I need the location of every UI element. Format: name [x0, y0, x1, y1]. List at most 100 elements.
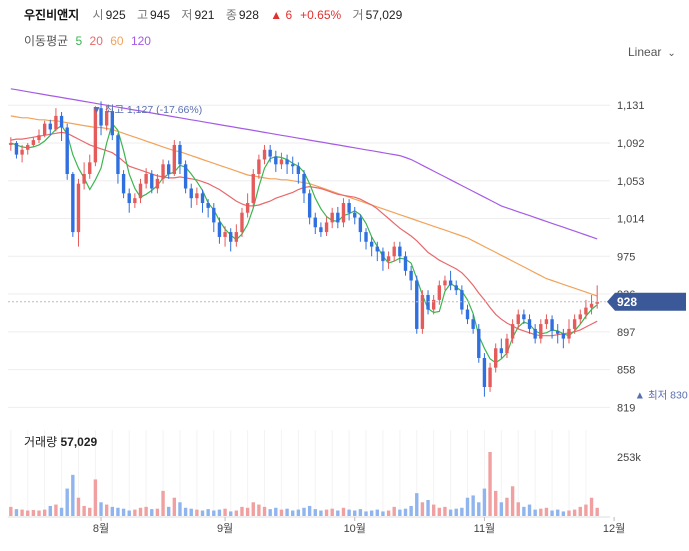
ma-legend-60[interactable]: 60 [110, 34, 124, 48]
candle-body [319, 227, 323, 233]
candle-body [375, 246, 379, 252]
candle-body [189, 188, 193, 199]
change-value: ▲ 6 [270, 8, 293, 22]
volume-bar [99, 502, 103, 516]
volume-bar [510, 486, 515, 516]
ma-legend-5[interactable]: 5 [75, 34, 83, 48]
candle-body [330, 212, 334, 223]
candle-body [195, 193, 199, 199]
candle-body [65, 127, 69, 174]
y-tick-label: 1,092 [617, 138, 645, 150]
candle-body [268, 149, 272, 157]
volume-bar [324, 509, 329, 516]
y-tick-label: 1,131 [617, 100, 645, 112]
volume-panel-label: 거래량 57,029 [24, 433, 97, 450]
ma-legend: 이동평균 5 20 60 120 [24, 32, 155, 49]
volume-bar [93, 479, 98, 516]
stock-name: 우진비앤지 [24, 8, 80, 22]
volume-bar [494, 490, 498, 516]
volume-bar [110, 506, 114, 516]
candle-body [133, 198, 137, 204]
volume-bar [189, 508, 193, 516]
candle-body [494, 348, 498, 368]
volume-bar [166, 506, 171, 516]
candle-body [510, 324, 515, 339]
volume-bar [353, 510, 357, 516]
candle-body [392, 246, 396, 257]
candle-body [589, 303, 594, 308]
volume-bar [144, 506, 148, 516]
volume-bar [595, 507, 599, 516]
volume-bar [556, 509, 560, 516]
volume-bar [426, 500, 430, 516]
candle-body [104, 111, 109, 126]
candle-body [437, 285, 442, 300]
volume-bar [364, 511, 368, 516]
volume-bar [572, 509, 577, 516]
open-value: 925 [105, 8, 126, 22]
low-value: 921 [194, 8, 215, 22]
ma-legend-120[interactable]: 120 [130, 34, 151, 48]
moving-averages [10, 88, 598, 364]
volume-bar [251, 502, 255, 516]
x-tick-label: 11월 [474, 522, 496, 535]
volume-bar [234, 510, 239, 516]
volume-bar [381, 511, 385, 516]
volume-bar [443, 506, 447, 516]
candle-body [42, 123, 47, 136]
candle-body [420, 295, 425, 329]
volume-bar [274, 507, 278, 516]
volume-bar [291, 510, 295, 516]
open-label: 시 [92, 8, 104, 22]
candle-body [448, 280, 453, 286]
volume-bar [26, 510, 30, 516]
volume-bar [183, 507, 188, 516]
volume-bar [127, 510, 131, 516]
volume-bar [285, 508, 289, 516]
volume-bar [155, 508, 160, 516]
candle-body [59, 115, 64, 128]
candle-body [251, 173, 255, 204]
candle-body [127, 193, 131, 204]
volume-bar [48, 505, 52, 516]
candle-body [454, 285, 458, 291]
candle-body [20, 149, 24, 155]
ma20-line [10, 131, 598, 337]
candle-body [161, 164, 165, 179]
candle-body [499, 348, 504, 354]
volume-bar [296, 509, 301, 516]
stock-header: 우진비앤지 시 925 고 945 저 921 종 928 ▲ 6 +0.65% 거 57,… [24, 6, 410, 23]
candle-body [381, 251, 385, 262]
close-label: 종 [225, 8, 237, 22]
volume-value: 57,029 [365, 8, 403, 22]
volume-bar [539, 508, 543, 516]
volume-bar [161, 490, 165, 516]
volume-bar [460, 507, 464, 516]
volume-bar [544, 507, 549, 516]
volume-bar [471, 495, 475, 516]
volume-bar [302, 507, 306, 516]
candle-body [336, 212, 340, 223]
change-pct: +0.65% [300, 8, 342, 22]
candle-body [302, 173, 306, 194]
candle-body [212, 207, 216, 223]
candle-body [296, 166, 301, 174]
candle-body [48, 123, 52, 130]
x-axis: 8월9월10월11월12월2025 [93, 517, 625, 535]
volume-bar [116, 507, 120, 516]
candle-body [257, 159, 261, 174]
candle-body [110, 111, 114, 136]
volume-bar [499, 502, 504, 516]
volume-bar [104, 504, 109, 516]
min-annotation: ▲ 최저 830 (11.81%) [635, 390, 689, 402]
chevron-down-icon: ⌄ [667, 48, 676, 59]
volume-bar [217, 509, 222, 516]
ma-legend-20[interactable]: 20 [89, 34, 103, 48]
scale-selector[interactable]: Linear ⌄ [628, 45, 676, 59]
candle-body [386, 256, 391, 262]
candle-body [279, 159, 284, 165]
candle-body [505, 338, 509, 354]
candle-body [550, 319, 554, 331]
